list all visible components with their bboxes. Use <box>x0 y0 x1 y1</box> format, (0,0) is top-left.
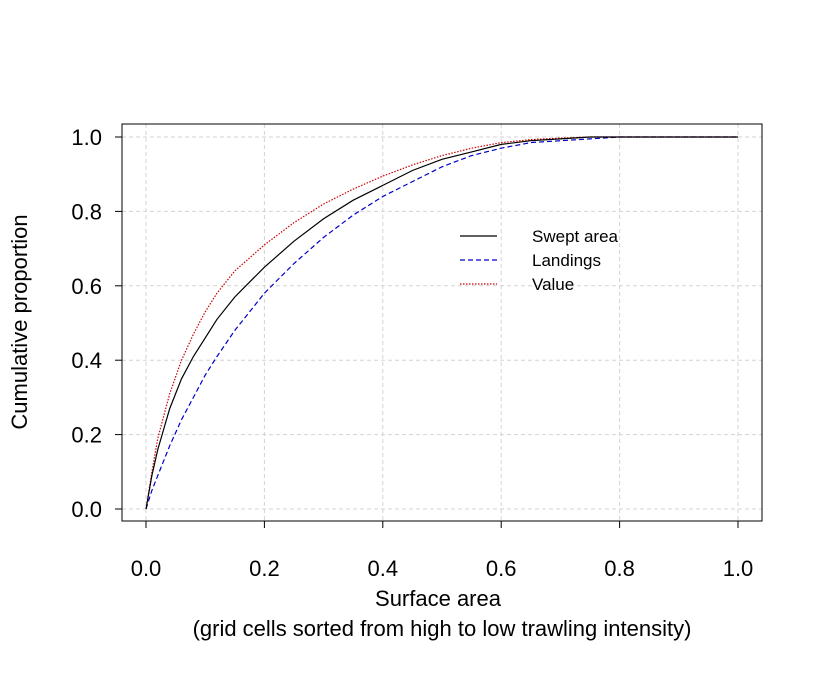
x-tick-label: 1.0 <box>723 556 754 581</box>
legend-label: Swept area <box>532 227 619 246</box>
x-tick-label: 0.6 <box>486 556 517 581</box>
y-tick-label: 0.0 <box>71 497 102 522</box>
series-line-value <box>145 136 738 510</box>
x-tick-label: 0.2 <box>249 556 280 581</box>
grid-lines <box>122 124 762 521</box>
y-axis-label: Cumulative proportion <box>7 214 32 429</box>
y-tick-label: 0.4 <box>71 348 102 373</box>
y-tick-label: 1.0 <box>71 125 102 150</box>
y-tick-label: 0.8 <box>71 199 102 224</box>
x-tick-label: 0.4 <box>368 556 399 581</box>
series-lines <box>145 136 738 510</box>
plot-frame <box>121 123 763 522</box>
legend-label: Value <box>532 275 574 294</box>
x-tick-label: 0.8 <box>604 556 635 581</box>
x-axis-sublabel: (grid cells sorted from high to low traw… <box>193 616 692 641</box>
series-line-landings <box>145 136 738 510</box>
x-axis-label: Surface area <box>375 586 502 611</box>
y-tick-label: 0.6 <box>71 274 102 299</box>
x-tick-label: 0.0 <box>131 556 162 581</box>
y-tick-label: 0.2 <box>71 423 102 448</box>
axis-ticks: 0.0 0.2 0.4 0.6 0.8 1.0 0.0 0.2 0.4 0.6 0.8 1.0 <box>71 125 753 581</box>
series-line-swept-area <box>145 136 738 510</box>
legend: Swept area Landings Value <box>460 227 619 294</box>
legend-label: Landings <box>532 251 601 270</box>
